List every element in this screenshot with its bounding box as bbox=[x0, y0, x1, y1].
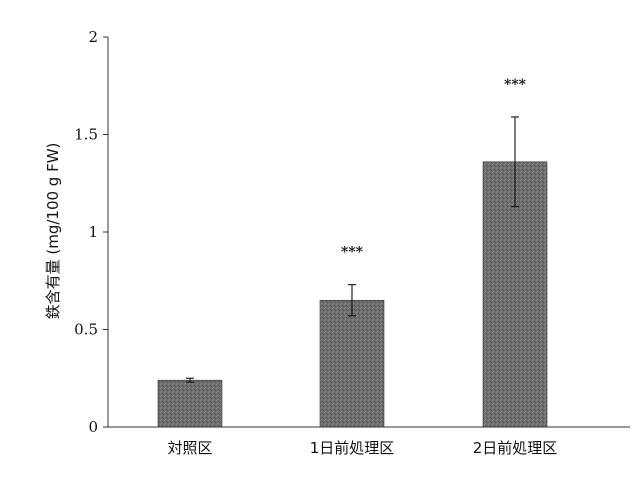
y-axis-title: 鉄含有量 (mg/100 g FW) bbox=[44, 143, 62, 320]
x-category-label: 対照区 bbox=[167, 439, 212, 457]
y-tick-label: 1 bbox=[88, 223, 98, 241]
x-category-label: 2日前処理区 bbox=[473, 439, 558, 457]
x-axis: 対照区 1日前処理区 2日前処理区 bbox=[108, 427, 630, 457]
significance-label: *** bbox=[341, 245, 364, 261]
x-category-label: 1日前処理区 bbox=[310, 439, 395, 457]
y-tick-label: 2 bbox=[88, 28, 98, 46]
significance-label: *** bbox=[504, 77, 527, 93]
y-tick-label: 0 bbox=[88, 418, 98, 436]
y-axis: 0 0.5 1 1.5 2 bbox=[74, 28, 108, 436]
bar bbox=[158, 380, 222, 427]
y-tick-label: 0.5 bbox=[74, 321, 98, 339]
bar bbox=[320, 300, 384, 427]
y-tick-label: 1.5 bbox=[74, 126, 98, 144]
